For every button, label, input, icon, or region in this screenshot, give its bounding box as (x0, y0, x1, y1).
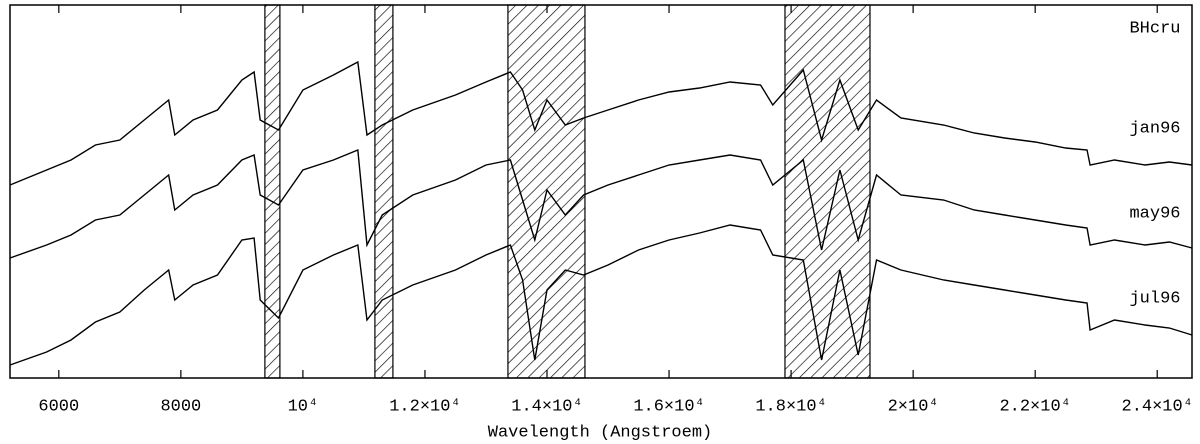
x-axis-label: Wavelength (Angstroem) (488, 423, 712, 442)
hatched-bands (264, 4, 871, 379)
spectra (9, 60, 1193, 366)
x-tick-label: 8000 (160, 397, 201, 416)
series-label: jul96 (1129, 289, 1180, 308)
hatched-region (374, 4, 394, 379)
x-tick-label: 1.2×10⁴ (389, 397, 460, 416)
hatched-region (784, 4, 871, 379)
x-tick-label: 1.6×10⁴ (633, 397, 704, 416)
x-tick-label: 1.8×10⁴ (755, 397, 826, 416)
series-label: jan96 (1129, 119, 1180, 138)
series-label: may96 (1129, 204, 1180, 223)
chart-title: BHcru (1129, 19, 1180, 38)
x-tick-label: 2.2×10⁴ (999, 397, 1070, 416)
plot-frame (9, 4, 1193, 379)
x-tick-label: 6000 (38, 397, 79, 416)
x-tick-label: 1.4×10⁴ (511, 397, 582, 416)
x-tick-label: 10⁴ (288, 397, 319, 416)
x-tick-label: 2×10⁴ (888, 397, 939, 416)
spectrum-line (9, 224, 1193, 366)
hatched-region (264, 4, 281, 379)
x-tick-label: 2.4×10⁴ (1122, 397, 1193, 416)
spectrum-line (9, 148, 1193, 259)
spectrum-line (9, 60, 1193, 186)
